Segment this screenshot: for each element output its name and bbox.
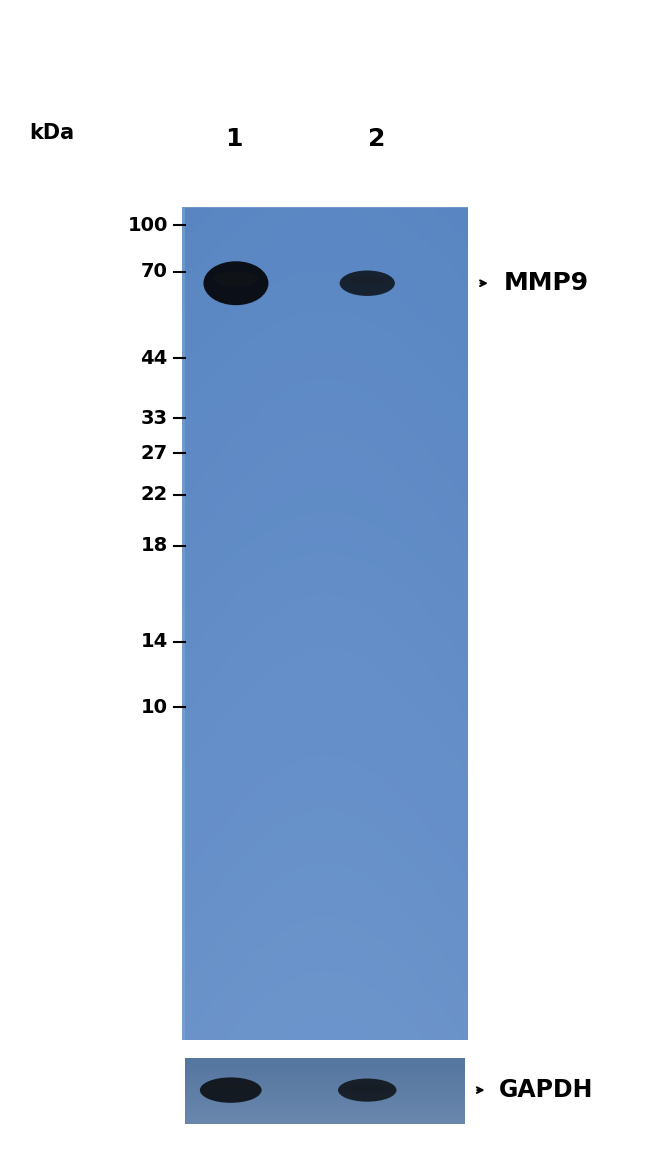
Text: 18: 18 (140, 536, 168, 555)
Text: MMP9: MMP9 (504, 272, 589, 295)
Ellipse shape (346, 1084, 387, 1091)
Text: GAPDH: GAPDH (499, 1079, 593, 1102)
Ellipse shape (339, 271, 395, 296)
Text: 70: 70 (141, 262, 168, 281)
Ellipse shape (200, 1077, 261, 1103)
Bar (182, 208, 468, 1040)
Text: 1: 1 (226, 127, 242, 150)
Text: 10: 10 (140, 698, 168, 717)
Text: 100: 100 (127, 216, 168, 235)
Text: 22: 22 (140, 486, 168, 504)
Ellipse shape (348, 276, 387, 286)
Text: kDa: kDa (29, 123, 75, 143)
Bar (185, 1058, 465, 1124)
Bar (182, 208, 185, 1040)
Text: 2: 2 (369, 127, 385, 150)
Text: 33: 33 (140, 409, 168, 428)
Text: 44: 44 (140, 349, 168, 368)
Ellipse shape (209, 1083, 252, 1092)
Ellipse shape (203, 261, 268, 305)
Ellipse shape (338, 1079, 396, 1102)
Text: 14: 14 (140, 632, 168, 651)
Ellipse shape (213, 272, 259, 287)
Text: 27: 27 (140, 444, 168, 462)
